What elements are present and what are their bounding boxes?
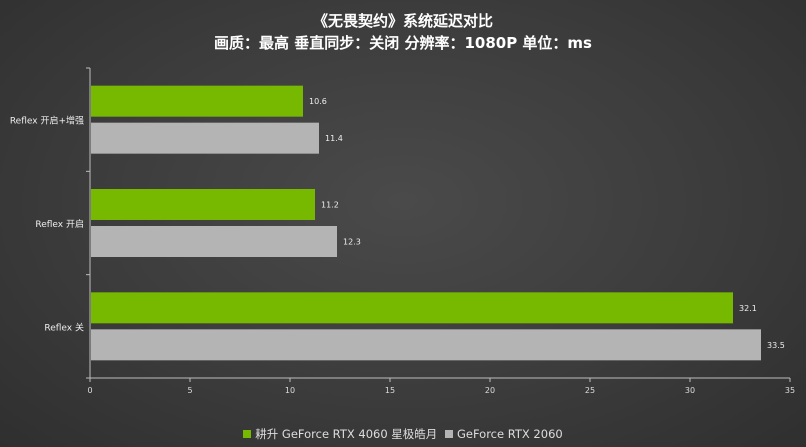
legend-label-series-2: GeForce RTX 2060 xyxy=(456,427,563,441)
x-tick-label: 35 xyxy=(785,386,795,395)
x-tick-label: 15 xyxy=(385,386,395,395)
chart-subtitle: 画质：最高 垂直同步：关闭 分辨率：1080P 单位：ms xyxy=(214,34,592,52)
x-tick-label: 10 xyxy=(285,386,295,395)
bar-series-2 xyxy=(91,329,761,361)
legend-item-series-2[interactable]: GeForce RTX 2060 xyxy=(444,427,563,441)
x-tick-label: 20 xyxy=(485,386,495,395)
x-tick-label: 30 xyxy=(685,386,695,395)
bar-series-2 xyxy=(91,226,337,257)
legend-swatch-series-2 xyxy=(444,430,453,438)
x-tick-label: 25 xyxy=(585,386,595,395)
bar-series-1 xyxy=(91,292,733,324)
data-label: 32.1 xyxy=(739,304,757,313)
data-label: 11.4 xyxy=(325,134,343,143)
data-label: 11.2 xyxy=(321,201,339,210)
x-tick-label: 0 xyxy=(87,386,92,395)
category-label: Reflex 开启 xyxy=(35,218,84,230)
category-label: Reflex 开启+增强 xyxy=(10,115,84,127)
legend-label-series-1: 耕升 GeForce RTX 4060 星极皓月 xyxy=(255,427,438,441)
x-tick-label: 5 xyxy=(187,386,192,395)
data-label: 12.3 xyxy=(343,238,361,247)
chart-title: 《无畏契约》系统延迟对比 xyxy=(312,12,493,30)
category-label: Reflex 关 xyxy=(44,321,84,333)
legend-swatch-series-1 xyxy=(243,430,252,438)
legend: 耕升 GeForce RTX 4060 星极皓月 GeForce RTX 206… xyxy=(0,426,806,442)
bar-series-2 xyxy=(91,122,319,154)
legend-item-series-1[interactable]: 耕升 GeForce RTX 4060 星极皓月 xyxy=(243,426,437,442)
bar-series-1 xyxy=(91,189,315,220)
data-label: 10.6 xyxy=(309,97,327,106)
bar-series-1 xyxy=(91,85,303,117)
data-label: 33.5 xyxy=(767,341,785,350)
